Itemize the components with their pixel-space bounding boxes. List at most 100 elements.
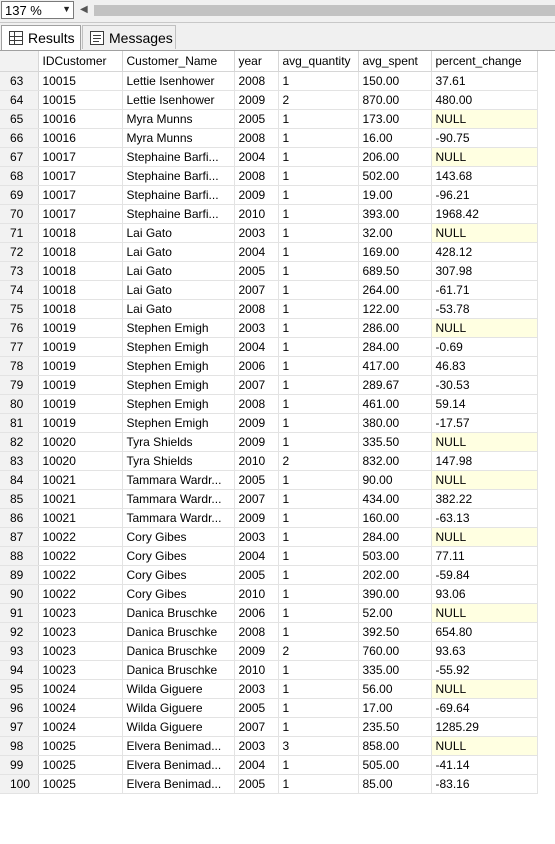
- table-cell[interactable]: 1: [278, 261, 359, 281]
- table-cell[interactable]: 1: [278, 280, 359, 300]
- table-cell[interactable]: 2008: [234, 166, 279, 186]
- table-cell[interactable]: -53.78: [431, 299, 538, 319]
- row-number[interactable]: 74: [0, 280, 39, 300]
- row-number[interactable]: 69: [0, 185, 39, 205]
- table-cell[interactable]: 10022: [38, 546, 123, 566]
- table-cell[interactable]: 10017: [38, 185, 123, 205]
- table-cell[interactable]: 2004: [234, 546, 279, 566]
- table-cell[interactable]: NULL: [431, 318, 538, 338]
- table-cell[interactable]: 1968.42: [431, 204, 538, 224]
- table-cell[interactable]: 59.14: [431, 394, 538, 414]
- row-number[interactable]: 95: [0, 679, 39, 699]
- row-number[interactable]: 91: [0, 603, 39, 623]
- row-number[interactable]: 94: [0, 660, 39, 680]
- table-cell[interactable]: 2008: [234, 71, 279, 91]
- row-number[interactable]: 64: [0, 90, 39, 110]
- table-cell[interactable]: 380.00: [358, 413, 432, 433]
- table-cell[interactable]: Wilda Giguere: [122, 679, 235, 699]
- table-cell[interactable]: 2004: [234, 755, 279, 775]
- table-cell[interactable]: 16.00: [358, 128, 432, 148]
- column-header[interactable]: percent_change: [431, 51, 538, 72]
- row-number[interactable]: 66: [0, 128, 39, 148]
- table-cell[interactable]: Danica Bruschke: [122, 660, 235, 680]
- row-number[interactable]: 81: [0, 413, 39, 433]
- table-cell[interactable]: 2008: [234, 299, 279, 319]
- table-cell[interactable]: NULL: [431, 603, 538, 623]
- table-cell[interactable]: 37.61: [431, 71, 538, 91]
- table-row[interactable]: 67 10017 Stephaine Barfi... 2004 1 206.00 NULL: [0, 147, 538, 167]
- table-cell[interactable]: -41.14: [431, 755, 538, 775]
- table-cell[interactable]: Stephaine Barfi...: [122, 147, 235, 167]
- row-number[interactable]: 87: [0, 527, 39, 547]
- table-cell[interactable]: Lai Gato: [122, 280, 235, 300]
- table-cell[interactable]: 393.00: [358, 204, 432, 224]
- table-cell[interactable]: 1: [278, 242, 359, 262]
- table-cell[interactable]: 1: [278, 147, 359, 167]
- table-cell[interactable]: 2004: [234, 147, 279, 167]
- table-cell[interactable]: Lettie Isenhower: [122, 90, 235, 110]
- table-cell[interactable]: 1: [278, 318, 359, 338]
- table-cell[interactable]: 1: [278, 166, 359, 186]
- row-number[interactable]: 75: [0, 299, 39, 319]
- table-cell[interactable]: 2004: [234, 242, 279, 262]
- table-row[interactable]: 97 10024 Wilda Giguere 2007 1 235.50 1285.29: [0, 717, 538, 737]
- table-cell[interactable]: 1: [278, 565, 359, 585]
- table-cell[interactable]: 10019: [38, 413, 123, 433]
- table-row[interactable]: 80 10019 Stephen Emigh 2008 1 461.00 59.14: [0, 394, 538, 414]
- scroll-left-arrow-icon[interactable]: ◀: [80, 4, 88, 15]
- table-cell[interactable]: 335.50: [358, 432, 432, 452]
- table-cell[interactable]: 10019: [38, 394, 123, 414]
- row-number[interactable]: 78: [0, 356, 39, 376]
- table-cell[interactable]: Lai Gato: [122, 261, 235, 281]
- tab-messages[interactable]: Messages: [82, 25, 176, 49]
- table-cell[interactable]: 10019: [38, 337, 123, 357]
- table-cell[interactable]: 3: [278, 736, 359, 756]
- table-cell[interactable]: 2010: [234, 584, 279, 604]
- table-cell[interactable]: -17.57: [431, 413, 538, 433]
- table-row[interactable]: 75 10018 Lai Gato 2008 1 122.00 -53.78: [0, 299, 538, 319]
- table-cell[interactable]: 160.00: [358, 508, 432, 528]
- row-number[interactable]: 67: [0, 147, 39, 167]
- table-cell[interactable]: 480.00: [431, 90, 538, 110]
- table-cell[interactable]: 10025: [38, 755, 123, 775]
- row-number[interactable]: 96: [0, 698, 39, 718]
- table-cell[interactable]: 382.22: [431, 489, 538, 509]
- row-number[interactable]: 63: [0, 71, 39, 91]
- column-header[interactable]: IDCustomer: [38, 51, 123, 72]
- table-cell[interactable]: 10015: [38, 90, 123, 110]
- table-cell[interactable]: Tammara Wardr...: [122, 489, 235, 509]
- table-cell[interactable]: 1285.29: [431, 717, 538, 737]
- table-cell[interactable]: 832.00: [358, 451, 432, 471]
- table-cell[interactable]: 1: [278, 223, 359, 243]
- table-cell[interactable]: 10018: [38, 280, 123, 300]
- table-row[interactable]: 96 10024 Wilda Giguere 2005 1 17.00 -69.64: [0, 698, 538, 718]
- table-cell[interactable]: Cory Gibes: [122, 527, 235, 547]
- table-row[interactable]: 79 10019 Stephen Emigh 2007 1 289.67 -30.53: [0, 375, 538, 395]
- table-cell[interactable]: Myra Munns: [122, 128, 235, 148]
- table-cell[interactable]: 284.00: [358, 527, 432, 547]
- table-cell[interactable]: 77.11: [431, 546, 538, 566]
- table-cell[interactable]: 10019: [38, 356, 123, 376]
- table-cell[interactable]: 2009: [234, 432, 279, 452]
- table-cell[interactable]: 289.67: [358, 375, 432, 395]
- table-cell[interactable]: 2005: [234, 261, 279, 281]
- row-number[interactable]: 89: [0, 565, 39, 585]
- table-cell[interactable]: 10024: [38, 717, 123, 737]
- table-cell[interactable]: 10019: [38, 375, 123, 395]
- table-cell[interactable]: 2009: [234, 90, 279, 110]
- table-cell[interactable]: 202.00: [358, 565, 432, 585]
- row-number[interactable]: 86: [0, 508, 39, 528]
- table-cell[interactable]: 10018: [38, 223, 123, 243]
- table-cell[interactable]: 10016: [38, 109, 123, 129]
- table-cell[interactable]: 1: [278, 717, 359, 737]
- row-number[interactable]: 68: [0, 166, 39, 186]
- table-cell[interactable]: Wilda Giguere: [122, 717, 235, 737]
- row-number[interactable]: 83: [0, 451, 39, 471]
- table-cell[interactable]: 1: [278, 299, 359, 319]
- table-row[interactable]: 100 10025 Elvera Benimad... 2005 1 85.00 -83.1…: [0, 774, 538, 794]
- table-row[interactable]: 85 10021 Tammara Wardr... 2007 1 434.00 382.22: [0, 489, 538, 509]
- table-cell[interactable]: -61.71: [431, 280, 538, 300]
- table-cell[interactable]: 2008: [234, 394, 279, 414]
- table-cell[interactable]: 392.50: [358, 622, 432, 642]
- table-cell[interactable]: 1: [278, 489, 359, 509]
